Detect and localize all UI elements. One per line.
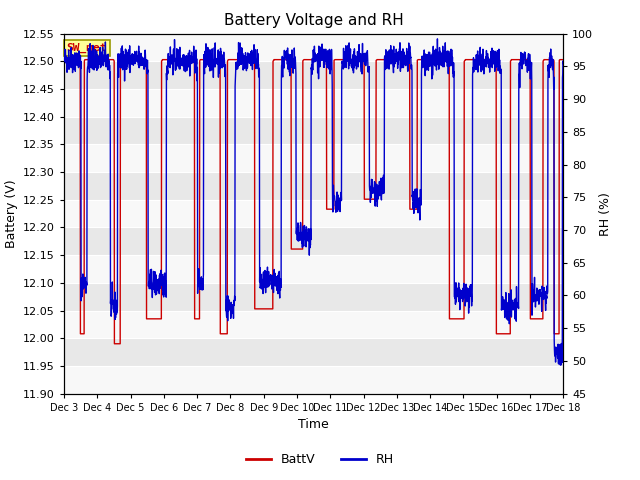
Text: SW_met: SW_met [67, 43, 107, 53]
Y-axis label: Battery (V): Battery (V) [4, 180, 17, 248]
Legend: BattV, RH: BattV, RH [241, 448, 399, 471]
Bar [64, 172, 563, 200]
Y-axis label: RH (%): RH (%) [599, 192, 612, 236]
Bar [64, 117, 563, 144]
Bar [64, 89, 563, 117]
Bar [64, 311, 563, 338]
Bar [64, 283, 563, 311]
Title: Battery Voltage and RH: Battery Voltage and RH [224, 13, 403, 28]
Bar [64, 228, 563, 255]
Bar [64, 34, 563, 61]
Bar [64, 366, 563, 394]
Bar [64, 144, 563, 172]
X-axis label: Time: Time [298, 418, 329, 431]
Bar [64, 255, 563, 283]
Bar [64, 61, 563, 89]
Bar [64, 200, 563, 228]
Bar [64, 338, 563, 366]
